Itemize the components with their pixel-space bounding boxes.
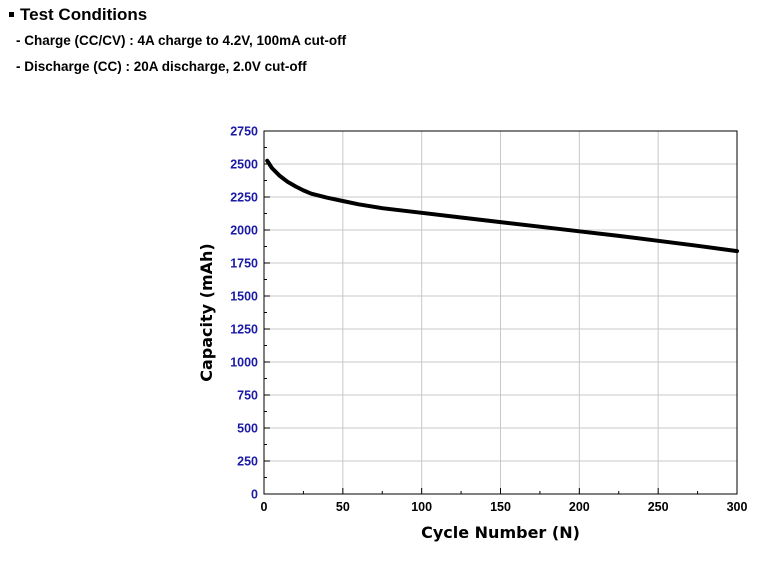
plot-frame (263, 130, 738, 495)
y-tick-label: 250 (237, 455, 258, 469)
y-tick-label: 1250 (230, 323, 258, 337)
grid-lines (264, 131, 737, 494)
bullet-icon (9, 11, 14, 17)
y-tick-label: 1000 (230, 356, 258, 370)
x-tick-label: 300 (727, 500, 748, 514)
y-tick-label: 2500 (230, 158, 258, 172)
test-conditions: Test Conditions - Charge (CC/CV) : 4A ch… (8, 4, 346, 84)
y-tick-label: 500 (237, 422, 258, 436)
x-tick-label: 150 (490, 500, 511, 514)
y-tick-label: 1750 (230, 257, 258, 271)
conditions-heading: Test Conditions (8, 4, 346, 26)
y-tick-label: 2000 (230, 224, 258, 238)
conditions-title: Test Conditions (20, 5, 148, 24)
x-tick-label: 200 (569, 500, 590, 514)
x-tick-label: 0 (261, 500, 268, 514)
y-axis-label: Capacity (mAh) (197, 243, 216, 381)
y-tick-label: 2250 (230, 191, 258, 205)
y-tick-labels: 0 250 500 750 1000 1250 1500 1750 2000 2250 2500 27… (230, 125, 258, 502)
y-tick-label: 1500 (230, 290, 258, 304)
y-tick-label: 750 (237, 389, 258, 403)
x-tick-label: 50 (336, 500, 350, 514)
x-tick-labels: 0 50 100 150 200 250 300 (261, 500, 748, 514)
x-tick-label: 250 (648, 500, 669, 514)
y-tick-label: 0 (251, 488, 258, 502)
charge-condition: - Charge (CC/CV) : 4A charge to 4.2V, 10… (16, 33, 347, 48)
capacity-series-line (265, 158, 739, 254)
y-tick-label: 2750 (230, 125, 258, 139)
x-tick-label: 100 (411, 500, 432, 514)
x-axis-label: Cycle Number (N) (421, 523, 580, 542)
discharge-condition: - Discharge (CC) : 20A discharge, 2.0V c… (16, 59, 307, 74)
